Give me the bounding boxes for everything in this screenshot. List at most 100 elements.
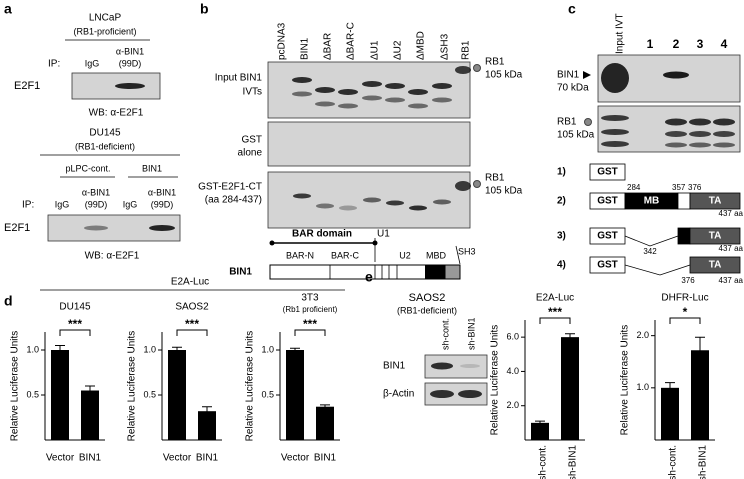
label: (99D) <box>85 199 108 209</box>
error-bar <box>290 347 300 352</box>
band <box>408 103 428 109</box>
band <box>316 203 334 209</box>
chart-title: E2A-Luc <box>536 293 574 304</box>
label: RB1 <box>485 173 505 184</box>
label: 437 aa <box>719 209 744 218</box>
label: pcDNA3 <box>277 22 288 60</box>
error-bar <box>535 420 545 425</box>
band <box>362 95 382 101</box>
label: 3) <box>557 231 566 242</box>
band <box>663 71 689 79</box>
band <box>689 131 711 137</box>
bar <box>286 350 304 440</box>
band <box>431 362 453 370</box>
label: (99D) <box>151 199 174 209</box>
panel-label: a <box>4 1 12 17</box>
label: 4) <box>557 260 566 271</box>
band <box>601 115 629 121</box>
bar <box>168 350 186 440</box>
label: β-Actin <box>383 389 414 400</box>
y-tick-label: 4.0 <box>506 366 519 376</box>
y-tick-label: 1.0 <box>143 344 156 354</box>
label: IgG <box>55 199 70 209</box>
label: 2) <box>557 196 566 207</box>
y-tick-label: 6.0 <box>506 332 519 342</box>
band <box>363 197 381 203</box>
band <box>115 83 145 89</box>
x-tick-label: sh-BIN1 <box>568 445 579 479</box>
ta <box>689 227 741 245</box>
y-tick-label: 2.0 <box>636 330 649 340</box>
sh3-box <box>444 264 461 280</box>
error-bar <box>55 345 65 355</box>
band <box>689 118 711 126</box>
label: ΔBAR-C <box>346 22 357 60</box>
band <box>458 390 482 398</box>
construct-label: GST <box>597 231 618 242</box>
label: IP: <box>22 200 34 211</box>
bar <box>316 406 334 440</box>
label: IgG <box>85 58 100 68</box>
band <box>601 141 629 147</box>
label: α-BIN1 <box>82 187 110 197</box>
construct-label: TA <box>709 196 722 207</box>
band <box>408 89 428 95</box>
panel-label: d <box>4 293 13 309</box>
label: BIN1 <box>142 163 162 173</box>
dot <box>269 240 275 246</box>
bar <box>81 390 99 440</box>
y-tick-label: 2.0 <box>506 400 519 410</box>
blot <box>424 354 488 379</box>
label: LNCaP <box>89 13 122 24</box>
label: (RB1-deficient) <box>75 141 135 151</box>
construct-label: GST <box>597 167 618 178</box>
label: IVTs <box>243 87 262 98</box>
error-bar <box>565 333 575 341</box>
significance-bracket <box>539 317 571 324</box>
label: E2F1 <box>14 80 40 92</box>
label: 376 <box>688 183 702 192</box>
label: 376 <box>681 276 695 285</box>
label: RB1 <box>557 117 577 128</box>
significance: *** <box>548 305 562 319</box>
label: sh-BIN1 <box>466 317 476 350</box>
label: DU145 <box>89 128 121 139</box>
label: ΔU1 <box>370 40 381 60</box>
label: U2 <box>399 250 411 260</box>
x-tick-label: sh-BIN1 <box>698 445 709 479</box>
arrowhead <box>583 71 591 79</box>
gap <box>677 192 691 210</box>
band <box>293 193 311 199</box>
label: BAR-C <box>331 250 360 260</box>
label: E2A-Luc <box>171 277 209 288</box>
band <box>409 205 427 211</box>
bar <box>531 422 549 440</box>
label: α-BIN1 <box>116 46 144 56</box>
label: (aa 284-437) <box>205 195 262 206</box>
y-tick-label: 0.5 <box>26 389 39 399</box>
x-tick-label: BIN1 <box>79 453 102 464</box>
band <box>460 364 480 368</box>
blot <box>267 121 471 167</box>
y-tick-label: 1.0 <box>26 344 39 354</box>
label: ΔU2 <box>393 40 404 60</box>
label: 1) <box>557 167 566 178</box>
bar <box>51 350 69 440</box>
label: MBD <box>426 250 447 260</box>
label: 105 kDa <box>485 186 523 197</box>
band <box>386 200 404 206</box>
label: ΔMBD <box>416 31 427 60</box>
x-tick-label: Vector <box>163 453 192 464</box>
chart-title: DU145 <box>59 302 91 313</box>
construct-label: TA <box>709 260 722 271</box>
significance-bracket <box>176 329 208 336</box>
significance-bracket <box>59 329 91 336</box>
significance: * <box>683 305 688 319</box>
label: 3 <box>697 37 704 51</box>
label: alone <box>238 148 263 159</box>
band <box>149 225 175 231</box>
x-tick-label: sh-cont. <box>538 445 549 479</box>
chart-subtitle: (Rb1 proficient) <box>283 305 338 314</box>
